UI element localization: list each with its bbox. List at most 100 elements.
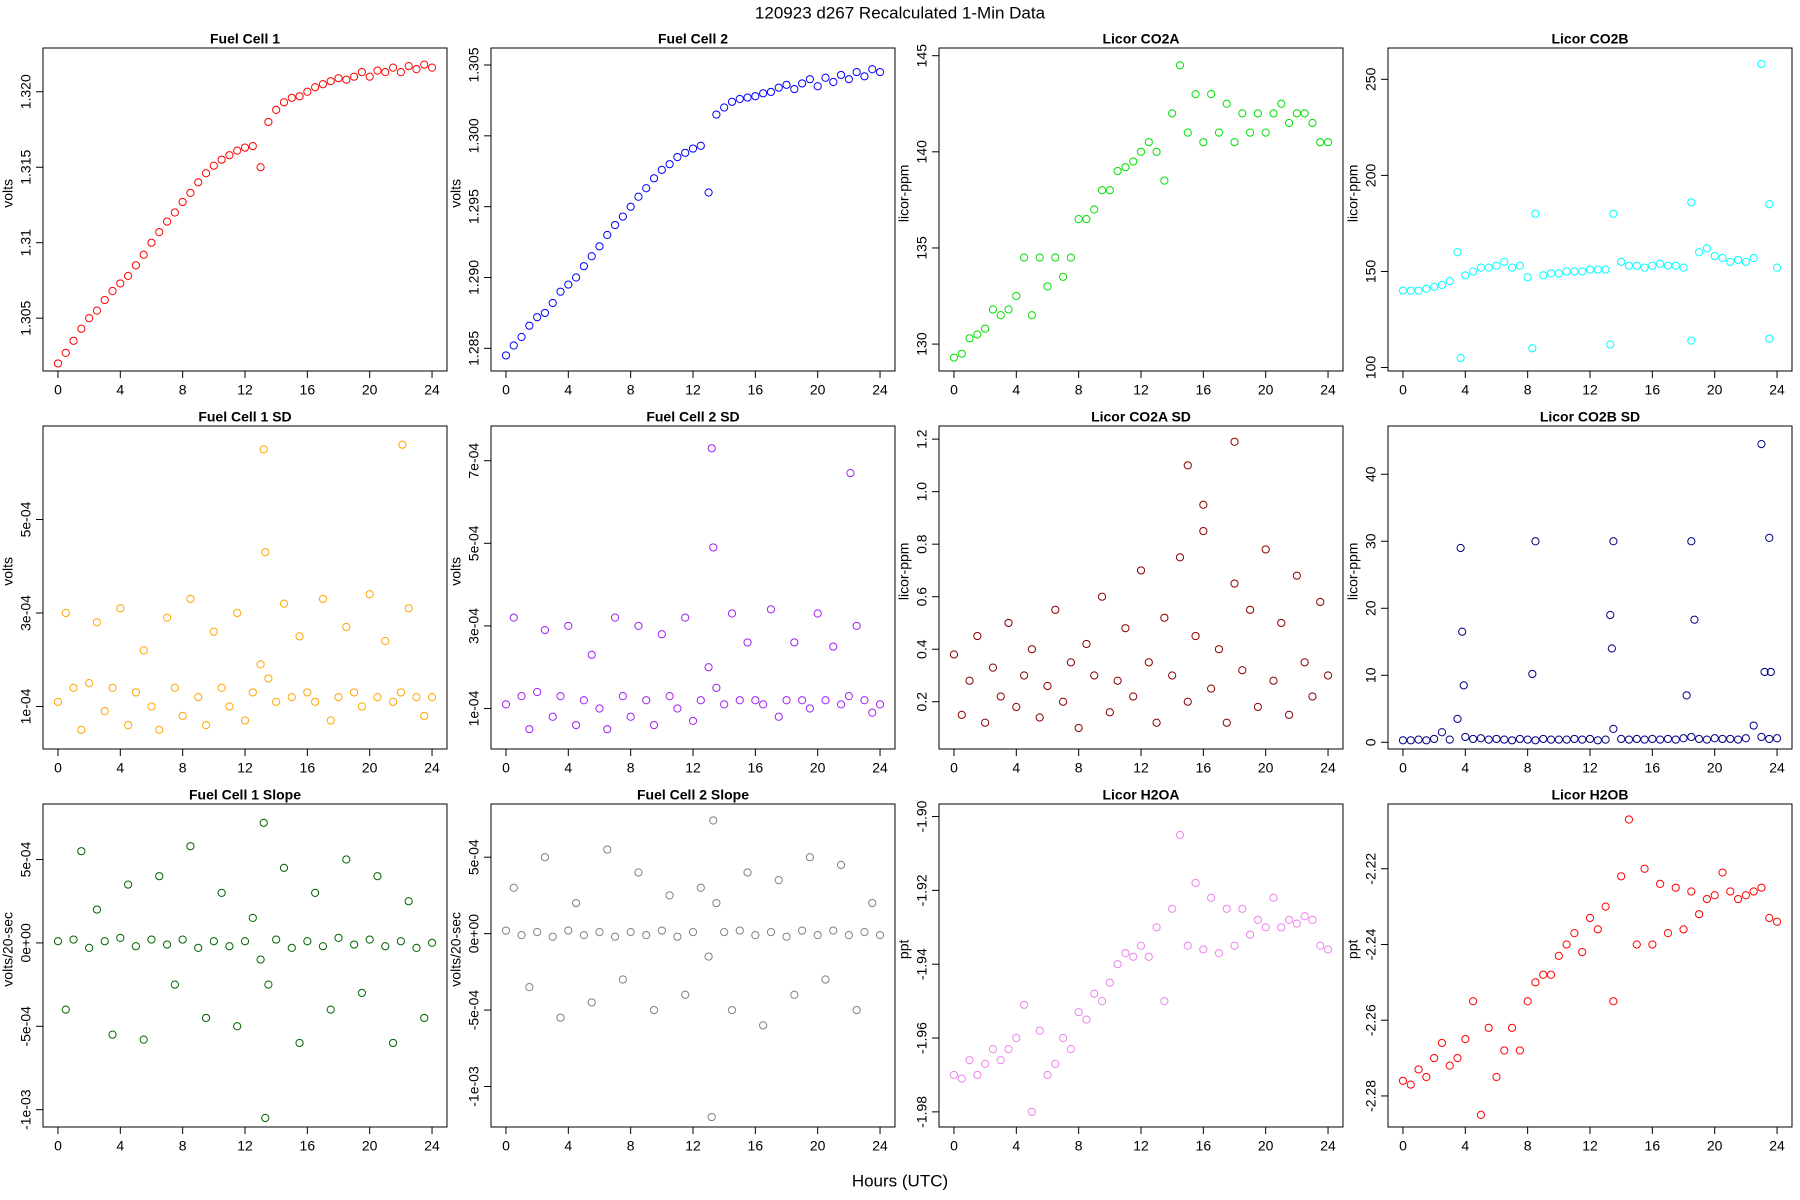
point: [595, 242, 604, 251]
point: [1757, 883, 1766, 892]
y-tick-label: 30: [1363, 533, 1379, 549]
point: [404, 604, 413, 613]
point: [1624, 735, 1634, 744]
panel: Licor CO2A SD licor-ppm 0 4 8 12 16 20 24 0.2 0.4 0…: [896, 409, 1344, 776]
point: [988, 663, 998, 672]
x-tick-label: 8: [1524, 760, 1532, 776]
point: [509, 883, 518, 892]
point: [1012, 291, 1021, 301]
x-tick-label: 12: [1582, 1138, 1598, 1154]
point: [673, 152, 682, 162]
point: [404, 897, 413, 906]
point: [1741, 257, 1750, 266]
point: [1105, 186, 1114, 195]
x-tick-label: 20: [1707, 760, 1723, 776]
x-tick-label: 8: [1524, 382, 1532, 398]
point: [1183, 941, 1192, 950]
point: [1437, 728, 1447, 737]
y-tick-label: 7e-04: [466, 443, 482, 479]
x-tick-label: 16: [748, 382, 764, 398]
point: [1469, 267, 1478, 276]
point: [1500, 1046, 1509, 1055]
point: [564, 621, 573, 631]
point: [1292, 919, 1301, 928]
point: [1090, 989, 1099, 998]
panel: Licor CO2B licor-ppm 0 4 8 12 16 20 24 100 150 200 2…: [1345, 31, 1793, 398]
point: [517, 692, 526, 701]
x-tick-label: 0: [54, 1138, 62, 1154]
point: [868, 898, 877, 908]
point: [1640, 864, 1649, 873]
point: [1020, 1000, 1029, 1009]
point: [92, 618, 102, 627]
x-tick-label: 4: [1012, 1138, 1020, 1154]
point: [1765, 913, 1774, 923]
point: [170, 980, 179, 989]
point: [53, 697, 63, 706]
point: [1757, 732, 1766, 742]
y-tick-label: -1.92: [914, 874, 930, 906]
point: [1261, 545, 1270, 554]
x-tick-label: 20: [810, 382, 826, 398]
point: [1238, 904, 1247, 913]
point: [766, 87, 776, 97]
point: [272, 935, 281, 944]
y-axis-title: volts: [0, 179, 16, 208]
point: [1484, 263, 1493, 272]
point: [657, 630, 666, 639]
point: [790, 990, 799, 999]
point: [681, 613, 690, 622]
point: [1152, 923, 1161, 932]
point: [1437, 1038, 1447, 1048]
y-tick-label: -2.22: [1363, 853, 1379, 885]
point: [688, 716, 698, 726]
x-tick-label: 24: [872, 760, 888, 776]
point: [1585, 265, 1595, 274]
x-tick-label: 20: [1258, 1138, 1274, 1154]
point: [357, 68, 366, 77]
point: [1624, 261, 1634, 270]
y-tick-label: 0e+00: [466, 914, 482, 954]
point: [233, 146, 242, 155]
x-tick-label: 20: [1707, 382, 1723, 398]
point: [727, 1005, 737, 1015]
point: [579, 262, 588, 271]
point: [618, 692, 627, 701]
point: [1546, 735, 1556, 744]
x-tick-label: 16: [300, 760, 316, 776]
x-tick-label: 8: [627, 760, 635, 776]
point: [1593, 925, 1602, 934]
point: [1500, 257, 1509, 266]
x-tick-label: 4: [1012, 760, 1020, 776]
x-tick-label: 4: [564, 1138, 572, 1154]
point: [1648, 734, 1657, 744]
x-tick-label: 12: [237, 1138, 253, 1154]
point: [634, 621, 643, 631]
y-tick-label: 1.320: [18, 74, 34, 109]
point: [1090, 671, 1099, 680]
point: [1175, 830, 1185, 840]
panel: Fuel Cell 1 volts 0 4 8 12 16 20 24 1.305 1.31 1.31…: [0, 31, 448, 398]
point: [509, 341, 518, 350]
point: [996, 692, 1005, 701]
point: [860, 927, 869, 937]
point: [696, 696, 705, 705]
point: [1766, 667, 1775, 677]
point: [116, 279, 125, 288]
point: [1406, 1080, 1415, 1089]
point: [1168, 109, 1177, 118]
point: [1012, 702, 1021, 712]
point: [1671, 735, 1680, 744]
point: [1710, 251, 1719, 261]
y-tick-label: 40: [1363, 466, 1379, 482]
point: [965, 334, 974, 343]
point: [1453, 248, 1462, 257]
x-tick-label: 12: [1133, 1138, 1149, 1154]
point: [248, 142, 257, 151]
point: [1461, 271, 1470, 280]
y-tick-label: 20: [1363, 600, 1379, 616]
point: [1035, 253, 1044, 262]
figure-title: 120923 d267 Recalculated 1-Min Data: [755, 3, 1046, 22]
point: [657, 165, 666, 174]
point: [1632, 734, 1641, 744]
